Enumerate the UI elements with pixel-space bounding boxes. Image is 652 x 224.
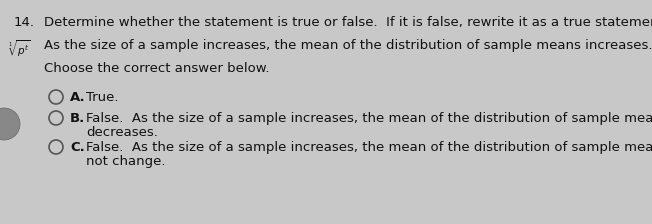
Text: C.: C. xyxy=(70,141,85,154)
Text: False.  As the size of a sample increases, the mean of the distribution of sampl: False. As the size of a sample increases… xyxy=(86,141,652,154)
Text: $\sqrt[1]{p^t}$: $\sqrt[1]{p^t}$ xyxy=(8,39,31,59)
Text: True.: True. xyxy=(86,91,119,104)
Text: Determine whether the statement is true or false.  If it is false, rewrite it as: Determine whether the statement is true … xyxy=(44,16,652,29)
Text: As the size of a sample increases, the mean of the distribution of sample means : As the size of a sample increases, the m… xyxy=(44,39,652,52)
Circle shape xyxy=(0,108,20,140)
Text: False.  As the size of a sample increases, the mean of the distribution of sampl: False. As the size of a sample increases… xyxy=(86,112,652,125)
Text: 14.: 14. xyxy=(14,16,35,29)
Text: decreases.: decreases. xyxy=(86,126,158,139)
Text: not change.: not change. xyxy=(86,155,166,168)
Text: B.: B. xyxy=(70,112,85,125)
Text: A.: A. xyxy=(70,91,85,104)
Text: Choose the correct answer below.: Choose the correct answer below. xyxy=(44,62,269,75)
